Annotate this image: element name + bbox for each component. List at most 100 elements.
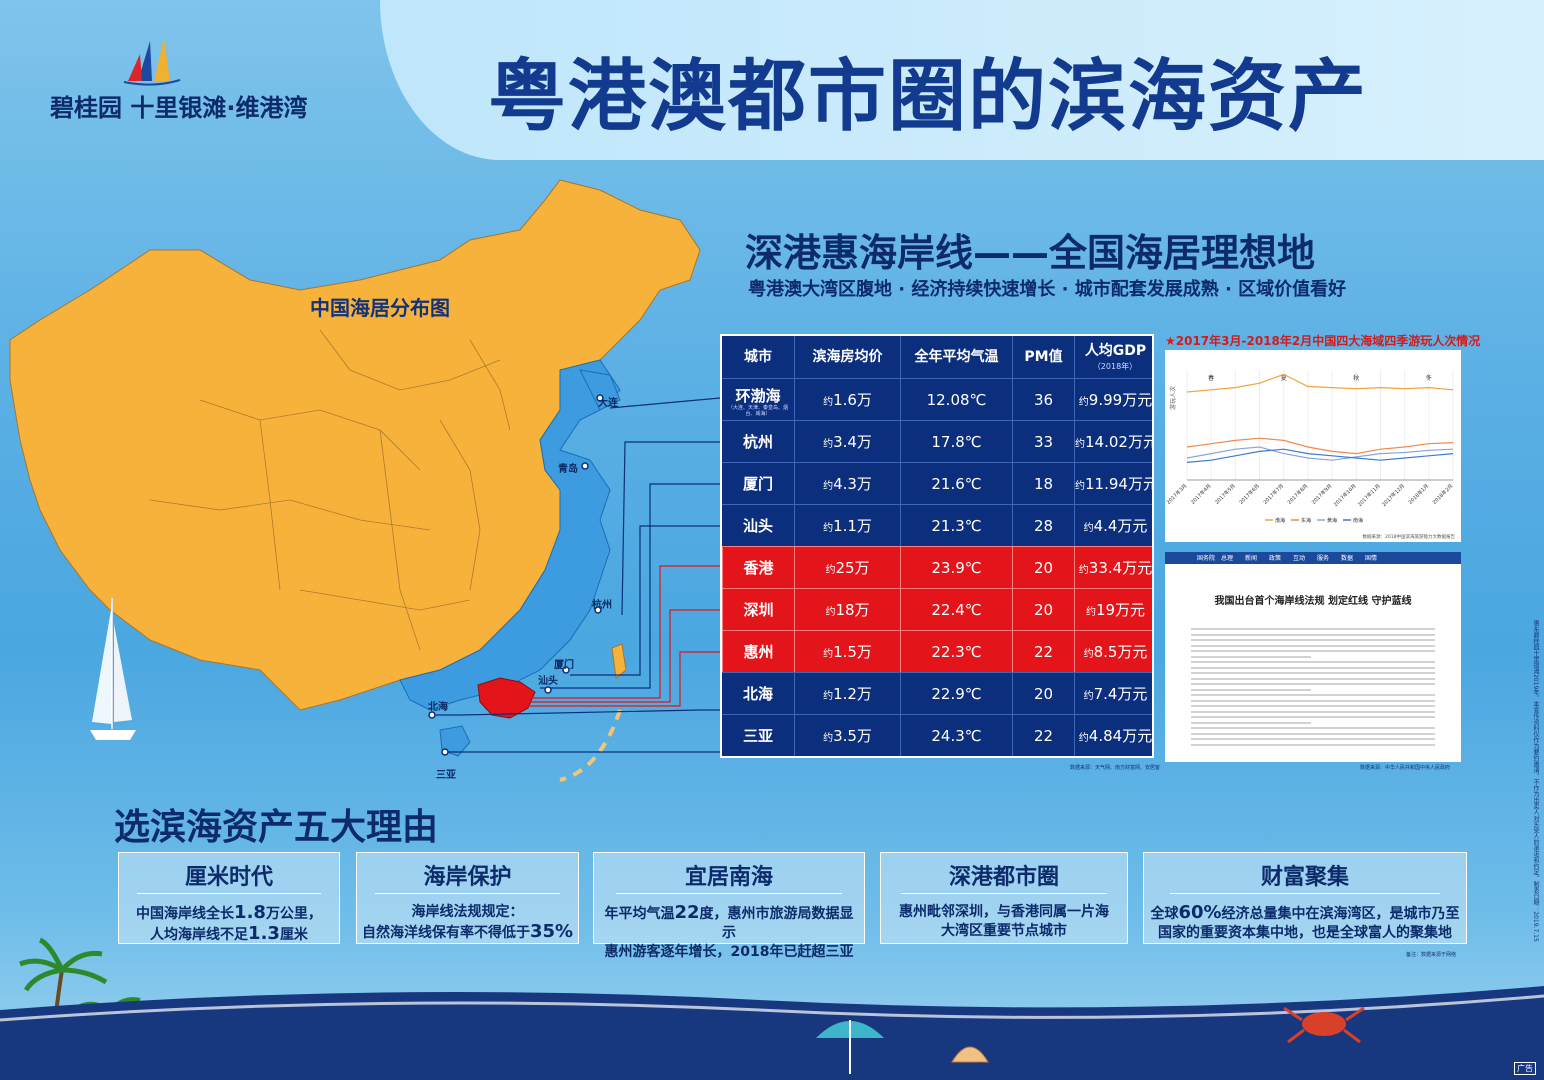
reason-text: 人均海岸线不足: [150, 927, 249, 943]
cell-city: 北海: [722, 673, 794, 715]
cell-value: 18万: [835, 601, 870, 619]
reason-line: 海岸线法规规定：: [361, 903, 574, 922]
header-city: 城市: [744, 349, 772, 365]
news-text-line: [1191, 732, 1435, 735]
news-text-line: [1191, 721, 1311, 724]
bottom-wave: [0, 986, 1544, 1080]
approx-prefix: 约: [1075, 481, 1085, 492]
header-band: [380, 0, 1544, 160]
city-label-xiamen: 厦门: [554, 660, 574, 671]
map-hainan: [439, 725, 471, 757]
chart-x-tick-label: 2017年10月: [1332, 482, 1358, 508]
news-text-line: [1191, 672, 1435, 674]
approx-prefix: 约: [1083, 691, 1094, 702]
cell-city: 深圳: [722, 589, 794, 631]
map-title: 中国海居分布图: [310, 296, 450, 320]
chart-x-tick-label: 2017年11月: [1356, 482, 1382, 508]
approx-prefix: 约: [1083, 523, 1094, 534]
cell-value: 3.5万: [833, 727, 872, 745]
cell-value: 20: [1033, 601, 1054, 619]
cell-value: 33.4万元: [1088, 559, 1153, 577]
table-row: 惠州 约1.5万 22.3℃ 22 约8.5万元: [722, 630, 1152, 673]
reason-heading: 厘米时代: [184, 865, 273, 890]
chart-x-tick-label: 2017年3月: [1165, 482, 1188, 505]
news-nav-item[interactable]: 数据: [1341, 555, 1354, 562]
side-disclaimer: 惠东碧桂园十里银滩2019年，本宣传资料仅作为要约邀请，不作为出卖人对买受人的承…: [1532, 620, 1539, 942]
reason-body: 海岸线法规规定： 自然海洋线保有率不得低于35%: [361, 903, 574, 943]
news-nav-item[interactable]: 国情: [1365, 555, 1378, 562]
news-text-line: [1191, 677, 1435, 680]
news-text-line: [1191, 655, 1311, 658]
chart-legend-label: 东海: [1301, 517, 1311, 524]
reason-body: 全球60%经济总量集中在滨海湾区，是城市乃至 国家的重要资本集中地，也是全球富人的…: [1148, 903, 1462, 943]
reason-divider: [900, 893, 1108, 894]
cell-value: 22: [1033, 727, 1054, 745]
chart-legend-label: 渤海: [1275, 517, 1285, 524]
reason-divider: [136, 893, 322, 894]
cell-pm: 18: [1012, 463, 1074, 505]
reason-highlight-number: 1.3: [248, 923, 280, 944]
news-nav-item[interactable]: 新闻: [1245, 555, 1258, 562]
beach-umbrella-icon: [816, 1020, 884, 1074]
map-greater-bay-region: [477, 677, 536, 719]
reason-text: 中国海岸线全长: [136, 906, 235, 922]
cell-pm: 22: [1012, 715, 1074, 756]
cell-temp: 12.08℃: [900, 379, 1012, 421]
cell-gdp: 约33.4万元: [1074, 547, 1153, 589]
cell-price: 约1.6万: [794, 379, 900, 421]
cell-value: 1.1万: [833, 517, 872, 535]
table-row: 香港 约25万 23.9℃ 20 约33.4万元: [722, 546, 1153, 589]
cell-city: 杭州: [722, 421, 794, 463]
reason-line: 中国海岸线全长1.8万公里，: [123, 903, 335, 924]
header-temp: 全年平均气温: [900, 336, 1012, 378]
reason-text: 国家的重要资本集中地，也是全球富人的聚集地: [1158, 925, 1452, 941]
news-text-line: [1191, 727, 1435, 729]
cell-temp: 17.8℃: [900, 421, 1012, 463]
news-nav-item[interactable]: 服务: [1317, 555, 1330, 562]
cell-value: 22.9℃: [931, 685, 982, 703]
news-nav-item[interactable]: 总理: [1221, 555, 1234, 562]
cell-gdp: 约8.5万元: [1074, 631, 1152, 673]
chart-x-tick-label: 2018年2月: [1431, 482, 1454, 505]
cell-value: 22.3℃: [931, 643, 982, 661]
approx-prefix: 约: [823, 397, 834, 408]
table-header: 城市 滨海房均价 全年平均气温 PM值 人均GDP （2018年）: [722, 336, 1152, 378]
cell-value: 厦门: [742, 475, 773, 493]
chart-x-tick-label: 2017年8月: [1286, 482, 1309, 505]
news-nav-item[interactable]: 互动: [1293, 555, 1306, 562]
news-nav-item[interactable]: 政策: [1269, 555, 1282, 562]
cell-value: 环渤海: [735, 387, 781, 405]
cell-value: 4.4万元: [1093, 517, 1148, 535]
cell-value: 惠州: [743, 643, 774, 661]
cell-value: 深圳: [743, 601, 774, 619]
news-text-line: [1191, 639, 1435, 641]
cell-city: 厦门: [722, 463, 794, 505]
crab-icon: [1283, 1006, 1365, 1044]
cell-value: 19万元: [1095, 601, 1146, 619]
news-text-line: [1191, 705, 1435, 707]
chart-series-line: [1186, 437, 1454, 455]
chart-panel: 游玩人次春夏秋冬 2017年3月 2017年4月 2017年5月 2017年6月 2017…: [1165, 350, 1461, 542]
reason-heading: 宜居南海: [684, 865, 773, 890]
cell-price: 约1.2万: [794, 673, 900, 715]
chart-y-label: 游玩人次: [1169, 386, 1177, 410]
table-row: 北海 约1.2万 22.9℃ 20 约7.4万元: [722, 672, 1152, 715]
reason-text: 全球: [1150, 906, 1179, 922]
city-label-dalian: 大连: [598, 398, 618, 409]
reason-divider: [374, 893, 561, 894]
chart-series-line: [1186, 448, 1454, 463]
chart-x-tick-label: 2017年5月: [1214, 482, 1237, 505]
reason-card: 财富聚集 全球60%经济总量集中在滨海湾区，是城市乃至 国家的重要资本集中地，也是全…: [1143, 852, 1467, 944]
cell-price: 约1.1万: [794, 505, 900, 547]
sail-logo-icon: [123, 38, 181, 86]
news-text-line: [1191, 628, 1435, 630]
city-label-qingdao: 青岛: [558, 464, 578, 475]
reason-text: 海岸线法规规定：: [411, 904, 524, 920]
news-title: 我国出台首个海岸线法规 划定红线 守护蓝线: [1214, 596, 1412, 607]
news-nav-item[interactable]: 国务院: [1197, 555, 1216, 562]
city-label-hangzhou: 杭州: [592, 600, 612, 611]
reason-text: 惠州游客逐年增长，2018年已赶超三亚: [604, 944, 854, 960]
reason-text: 自然海洋线保有率不得低于: [361, 925, 530, 941]
page-title: 粤港澳都市圈的滨海资产: [488, 52, 1369, 142]
reason-body: 中国海岸线全长1.8万公里， 人均海岸线不足1.3厘米: [123, 903, 335, 945]
